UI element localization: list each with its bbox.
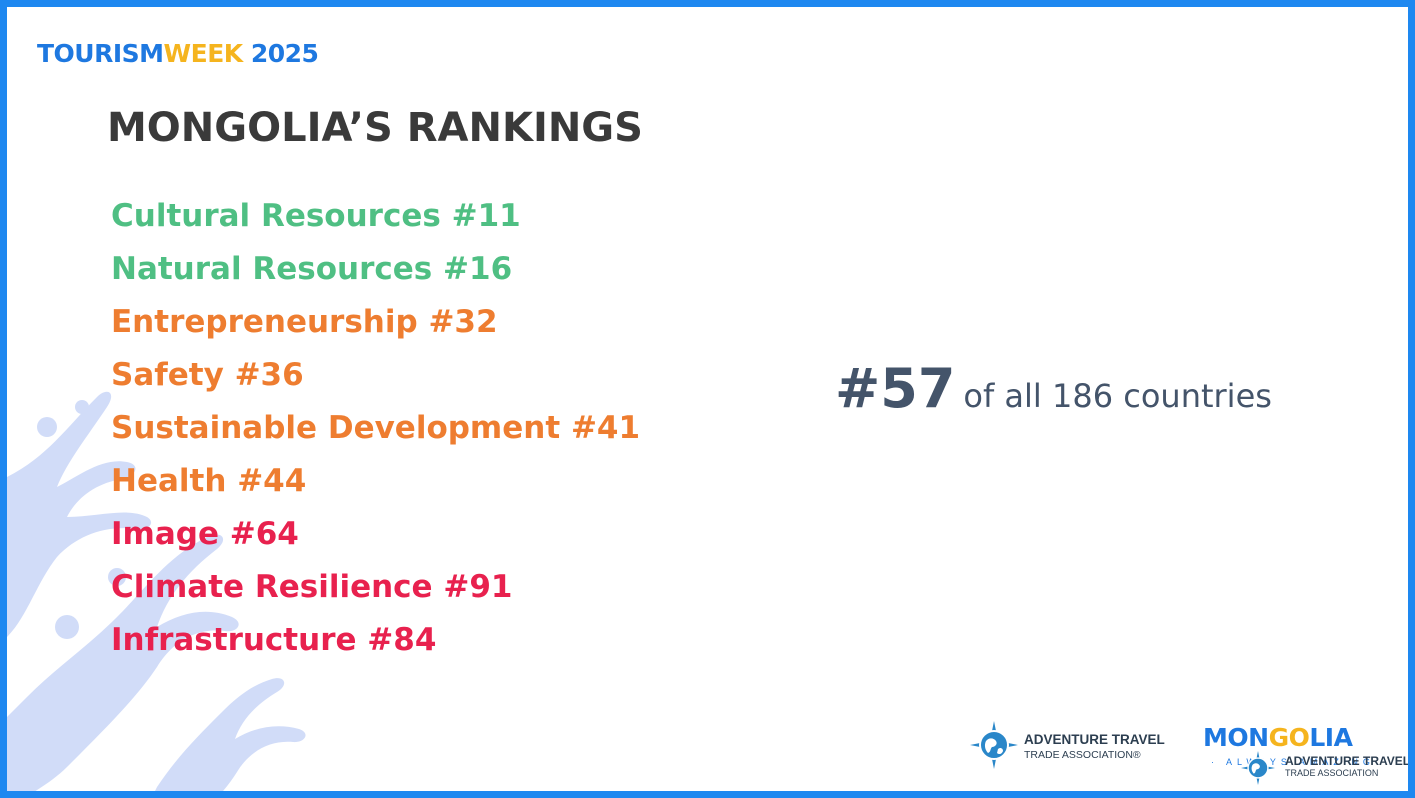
globe-compass-icon	[1241, 751, 1275, 785]
atta-subtitle: TRADE ASSOCIATION®	[1024, 749, 1141, 761]
mongolia-part-3: LIA	[1309, 723, 1353, 752]
atta-name: ADVENTURE TRAVEL	[1024, 732, 1165, 747]
ornament-decoration	[7, 391, 306, 791]
ranking-item: Cultural Resources #11	[111, 198, 521, 234]
ranking-item: Climate Resilience #91	[111, 569, 513, 605]
mongolia-tagline: · ALWAYS AMAZING	[1211, 757, 1375, 767]
ranking-item: Image #64	[111, 516, 299, 552]
overall-ranking: #57 of all 186 countries	[835, 357, 1272, 420]
brand-part-1: TOURISM	[37, 39, 164, 68]
overall-rank-text: of all 186 countries	[963, 377, 1272, 415]
ranking-item: Entrepreneurship #32	[111, 304, 498, 340]
ranking-item: Safety #36	[111, 357, 304, 393]
mongolia-part-1: MON	[1203, 723, 1269, 752]
rankings-list: Cultural Resources #11 Natural Resources…	[111, 190, 640, 667]
atta-logo: ADVENTURE TRAVEL TRADE ASSOCIATION®	[970, 719, 1185, 775]
ranking-item: Infrastructure #84	[111, 622, 437, 658]
overall-rank-number: #57	[835, 357, 956, 420]
mongolia-part-2: GO	[1268, 723, 1310, 752]
brand-part-2: WEEK	[163, 39, 244, 68]
brand-part-3: 2025	[242, 39, 319, 68]
ranking-item: Sustainable Development #41	[111, 410, 641, 446]
page-title: MONGOLIA’S RANKINGS	[107, 105, 643, 151]
mongolia-wordmark: MONGOLIA	[1203, 723, 1353, 752]
globe-compass-icon	[970, 721, 1018, 769]
atta-name-overlay: ADVENTURE TRAVEL	[1285, 754, 1411, 768]
mongolia-logo: MONGOLIA · ALWAYS AMAZING ADVENTURE TRAV…	[1203, 723, 1408, 789]
ranking-item: Natural Resources #16	[111, 251, 513, 287]
tourism-week-logo: TOURISMWEEK 2025	[37, 39, 319, 69]
atta-subtitle-overlay: TRADE ASSOCIATION	[1285, 768, 1379, 778]
ranking-item: Health #44	[111, 463, 307, 499]
